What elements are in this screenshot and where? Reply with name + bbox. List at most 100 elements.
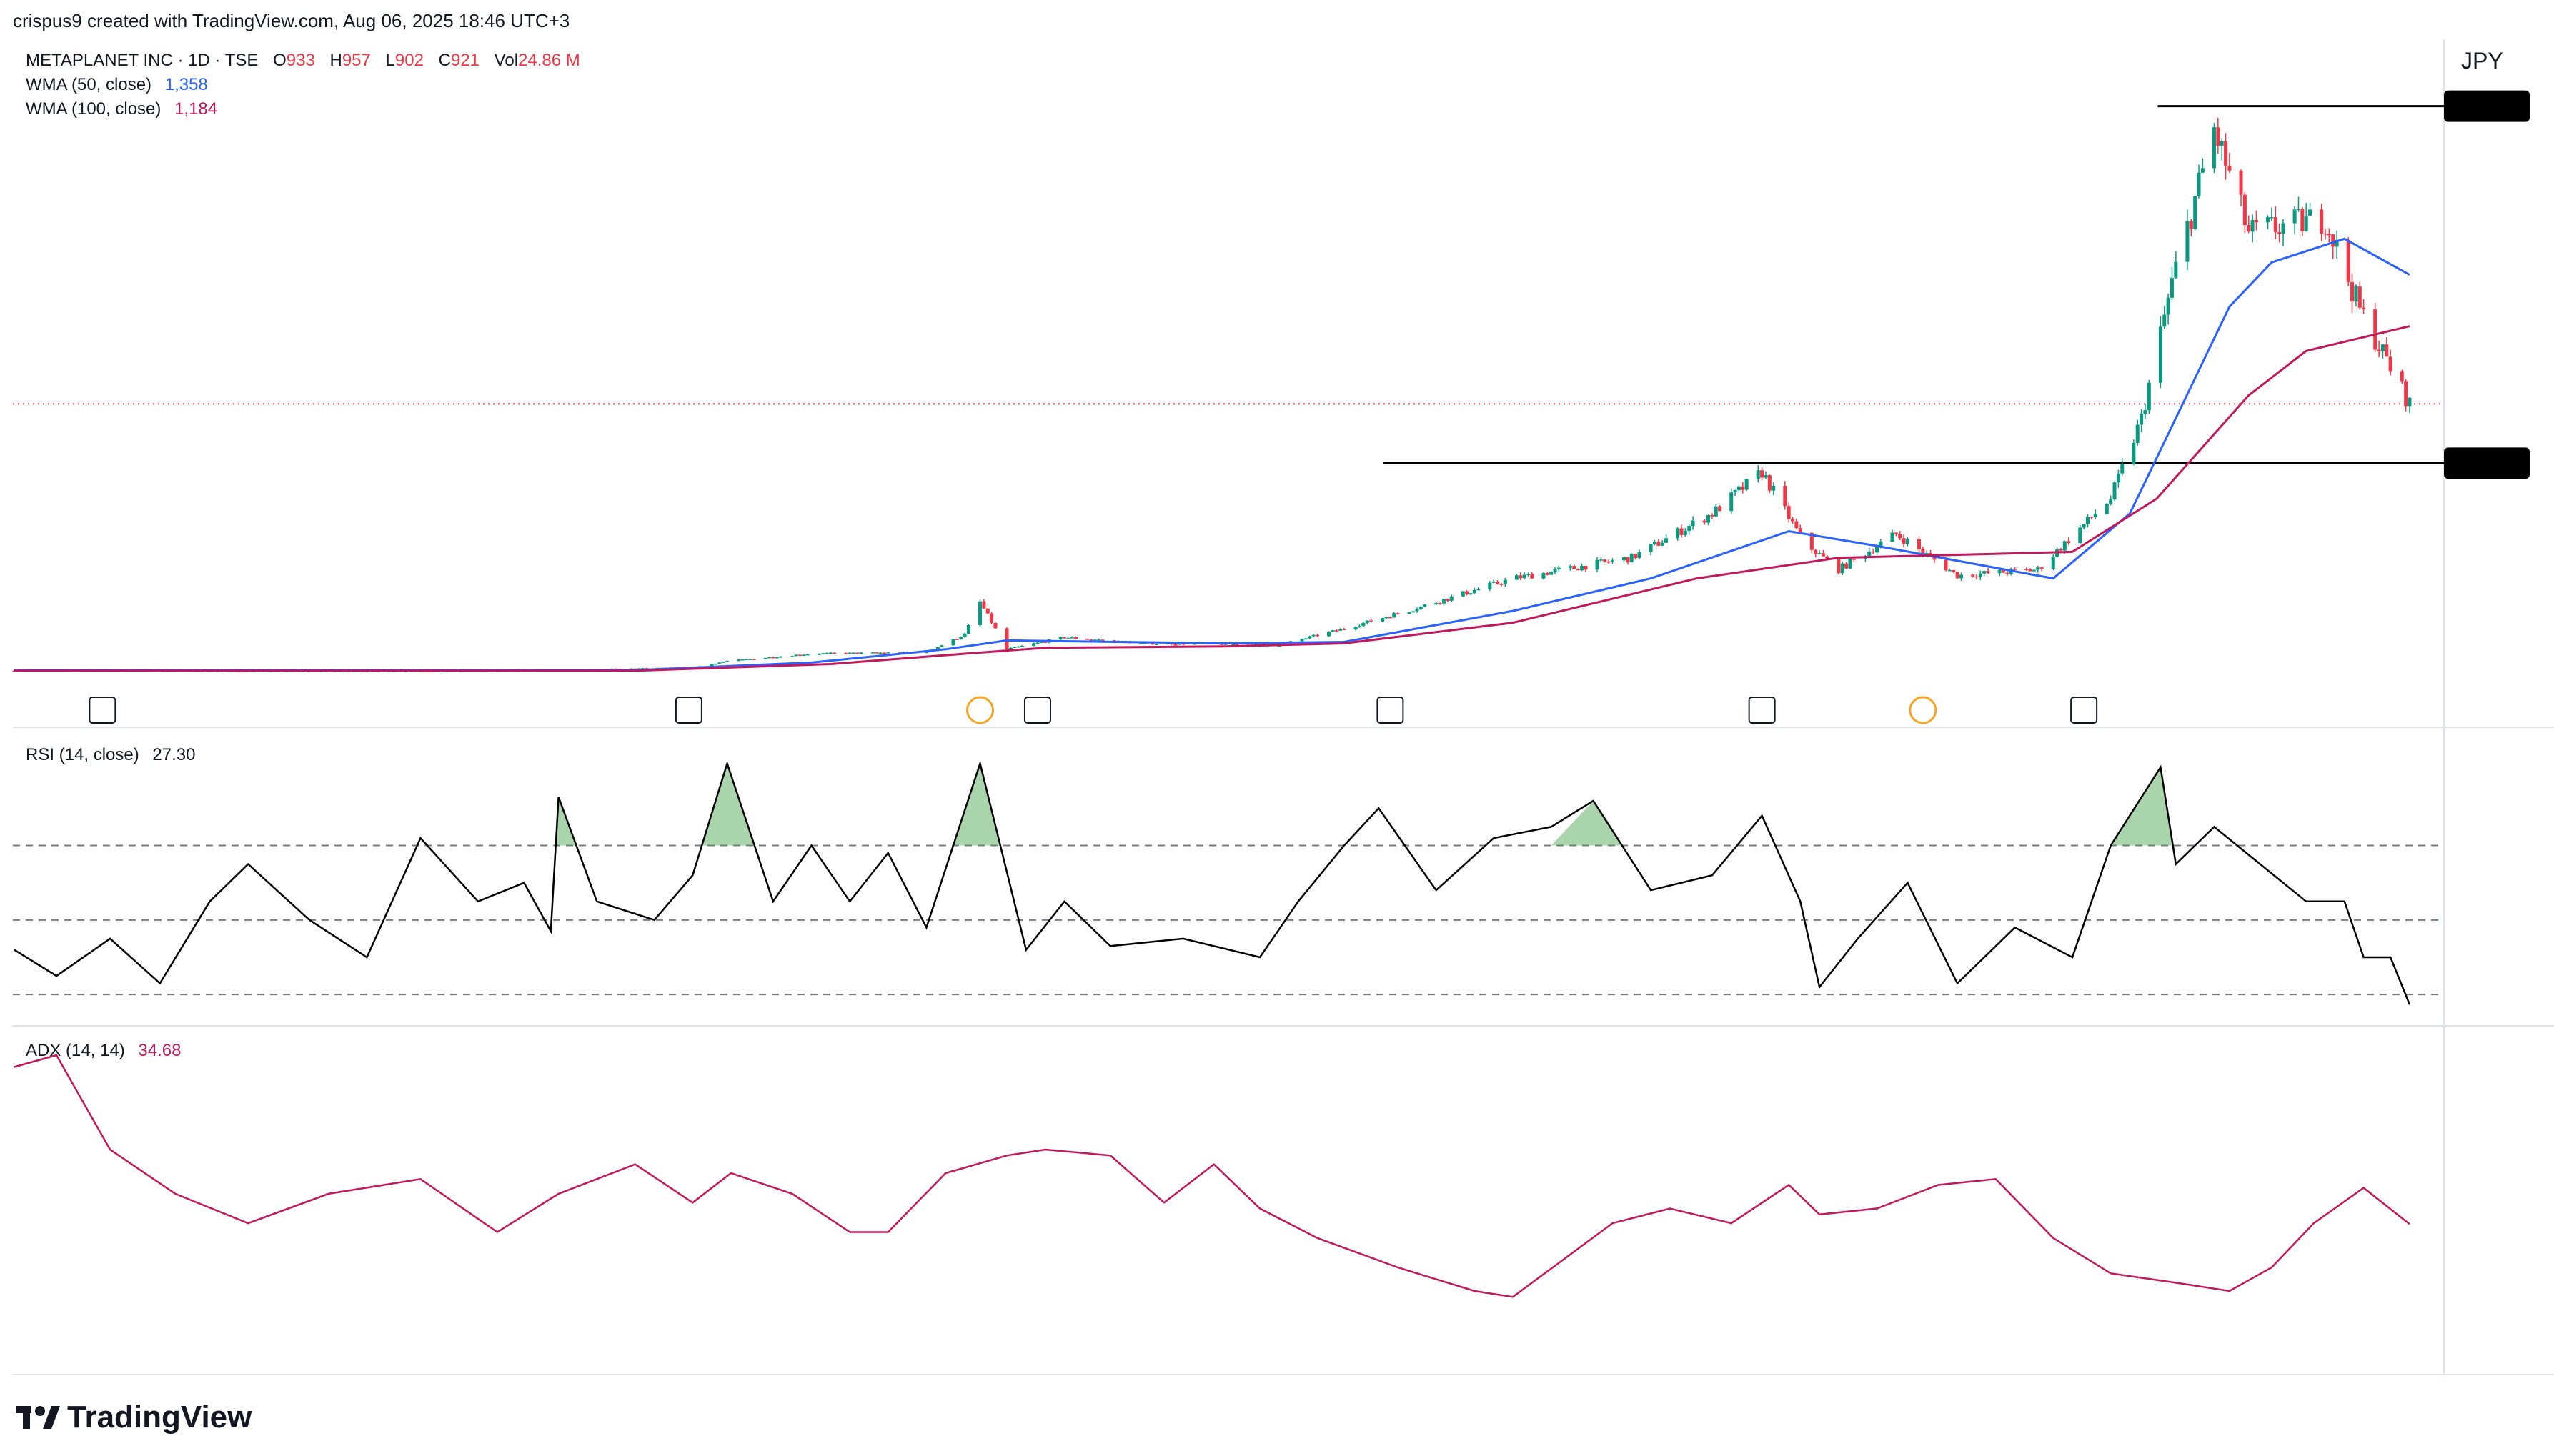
legend-volume: 24.86 M bbox=[518, 51, 580, 70]
candle-body bbox=[1702, 520, 1706, 523]
candle-body bbox=[744, 659, 748, 661]
candle-body bbox=[1530, 574, 1534, 579]
candle-body bbox=[748, 659, 752, 660]
candle-body bbox=[1338, 629, 1343, 631]
candle-body bbox=[1407, 612, 1411, 614]
candle-body bbox=[2335, 239, 2339, 247]
rsi-legend-label: RSI (14, close) bbox=[26, 745, 139, 764]
candle-body bbox=[1794, 521, 1799, 529]
candle-body bbox=[2185, 221, 2190, 262]
candle-body bbox=[2116, 473, 2120, 483]
candle-body bbox=[1664, 538, 1669, 543]
candle-body bbox=[1902, 538, 1906, 544]
candle-body bbox=[1817, 553, 1822, 554]
candle-body bbox=[1063, 637, 1067, 639]
candle-body bbox=[1947, 569, 1952, 572]
candle-body bbox=[825, 653, 829, 654]
candle-body bbox=[1166, 643, 1170, 644]
candle-body bbox=[1814, 549, 1818, 554]
candle-body bbox=[1576, 568, 1580, 571]
candle-body bbox=[1898, 534, 1902, 539]
candle-body bbox=[1710, 515, 1714, 517]
candle-body bbox=[710, 664, 714, 667]
candle-body bbox=[870, 652, 875, 654]
candle-body bbox=[1434, 603, 1439, 605]
wma50-line bbox=[14, 237, 2410, 672]
candle-body bbox=[1890, 532, 1894, 542]
candle-body bbox=[364, 671, 369, 672]
candle-body bbox=[1952, 569, 1956, 572]
candle-body bbox=[1772, 485, 1776, 491]
candle-body bbox=[2005, 572, 2009, 574]
candle-body bbox=[1848, 559, 1852, 569]
candle-body bbox=[1572, 566, 1576, 569]
legend-open: 933 bbox=[287, 51, 315, 70]
candle-body bbox=[1825, 556, 1829, 559]
candle-body bbox=[1767, 475, 1772, 491]
candle-body bbox=[2224, 141, 2228, 166]
candle-body bbox=[2174, 261, 2178, 279]
candle-body bbox=[1959, 574, 1964, 579]
candle-body bbox=[959, 637, 963, 639]
tradingview-logo[interactable]: TradingView bbox=[16, 1400, 252, 1435]
candle-body bbox=[993, 623, 998, 629]
candle-body bbox=[1465, 591, 1469, 595]
candle-body bbox=[2239, 170, 2243, 195]
svg-text:WMA (100, close) 1,184: WMA (100, close) 1,184 bbox=[26, 99, 217, 119]
candle-body bbox=[1423, 604, 1427, 607]
candle-body bbox=[2327, 234, 2331, 236]
price-pane[interactable] bbox=[12, 90, 2530, 724]
candle-body bbox=[2296, 209, 2300, 210]
candle-body bbox=[1008, 647, 1013, 649]
candle-body bbox=[2028, 569, 2032, 572]
candle-body bbox=[886, 652, 890, 654]
candle-body bbox=[2331, 234, 2335, 247]
candle-body bbox=[1545, 572, 1549, 575]
candle-body bbox=[1039, 642, 1043, 643]
candle-body bbox=[284, 671, 289, 672]
candle-body bbox=[848, 652, 852, 654]
candle-body bbox=[2377, 349, 2381, 352]
candle-body bbox=[852, 652, 856, 654]
candle-body bbox=[1932, 555, 1937, 560]
candle-body bbox=[2380, 344, 2385, 352]
level-badge bbox=[2444, 90, 2530, 122]
candle-body bbox=[1311, 634, 1316, 637]
candle-body bbox=[1093, 639, 1097, 641]
candle-body bbox=[1522, 574, 1526, 579]
candle-body bbox=[985, 608, 990, 614]
candle-body bbox=[1392, 613, 1396, 618]
svg-text:WMA (50, close) 1,358: WMA (50, close) 1,358 bbox=[26, 75, 208, 94]
candle-body bbox=[2166, 297, 2170, 315]
candle-body bbox=[2039, 567, 2044, 569]
candle-body bbox=[1733, 490, 1737, 493]
candle-body bbox=[1449, 596, 1454, 601]
candle-body bbox=[2140, 414, 2144, 425]
candle-body bbox=[1787, 506, 1791, 519]
candle-body bbox=[721, 662, 725, 663]
candle-body bbox=[940, 645, 944, 647]
rsi-legend-value: 27.30 bbox=[152, 745, 195, 764]
candle-body bbox=[1097, 639, 1101, 641]
adx-pane[interactable] bbox=[14, 1054, 2410, 1298]
rsi-pane[interactable] bbox=[13, 760, 2444, 1005]
candle-body bbox=[1327, 632, 1331, 637]
candle-body bbox=[1971, 574, 1975, 577]
candle-body bbox=[1875, 547, 1879, 553]
candle-body bbox=[833, 652, 837, 654]
candle-body bbox=[805, 654, 810, 656]
rsi-line bbox=[14, 760, 2411, 1005]
currency-label: JPY bbox=[2461, 48, 2503, 74]
candle-body bbox=[2032, 569, 2036, 572]
candle-body bbox=[2408, 397, 2412, 407]
candle-body bbox=[2277, 232, 2282, 234]
candle-body bbox=[2082, 524, 2086, 528]
candle-body bbox=[1043, 642, 1048, 643]
candle-body bbox=[2354, 286, 2358, 302]
credit-text: crispus9 created with TradingView.com, A… bbox=[13, 10, 570, 31]
candle-body bbox=[2308, 209, 2312, 216]
legend-wma50-value: 1,358 bbox=[165, 75, 208, 94]
candle-body bbox=[1357, 626, 1361, 627]
candle-body bbox=[1955, 572, 1959, 579]
